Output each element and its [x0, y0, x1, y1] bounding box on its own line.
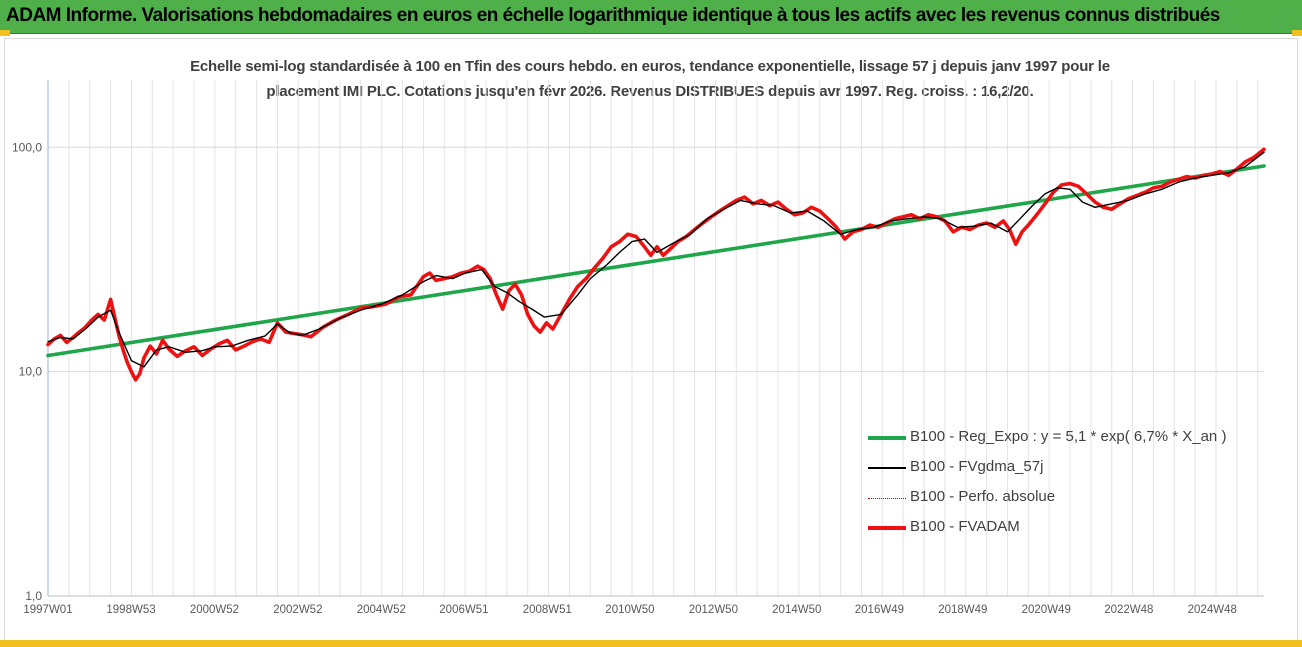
- legend-label-reg-expo: B100 - Reg_Expo : y = 5,1 * exp( 6,7% * …: [910, 428, 1227, 445]
- x-tick-label: 2018W49: [938, 604, 987, 616]
- banner-corner-right: [1292, 30, 1302, 36]
- legend-item-fvadam: B100 - FVADAM: [866, 516, 1266, 546]
- x-tick-label: 2022W48: [1104, 604, 1153, 616]
- legend-item-perfo: B100 - Perfo. absolue: [866, 486, 1266, 516]
- y-tick-label: 100,0: [12, 140, 42, 154]
- x-tick-label: 2006W51: [439, 604, 488, 616]
- x-tick-label: 2012W50: [689, 604, 738, 616]
- chart-series: [46, 147, 1266, 382]
- chart-axes: [47, 80, 1264, 597]
- series-line-0: [46, 164, 1266, 358]
- legend-swatch-perfo: [868, 498, 906, 499]
- banner-corner-left: [0, 30, 10, 36]
- chart-tick-labels: 1,0 10,0 100,0 1997W01 1998W53 2000W52 2002W52…: [12, 140, 1237, 616]
- legend-swatch-reg-expo: [868, 436, 906, 440]
- x-tick-label: 2008W51: [523, 604, 572, 616]
- series-line-3: [46, 147, 1266, 382]
- y-tick-label: 1,0: [25, 589, 42, 603]
- x-tick-label: 2004W52: [357, 604, 406, 616]
- bottom-accent-bar: [0, 640, 1302, 647]
- chart-legend: B100 - Reg_Expo : y = 5,1 * exp( 6,7% * …: [866, 426, 1266, 546]
- legend-item-fvgdma: B100 - FVgdma_57j: [866, 456, 1266, 486]
- x-tick-label: 1998W53: [106, 604, 155, 616]
- chart-subtitle-line-2: placement IMI PLC. Cotations jusqu'en fé…: [266, 83, 1034, 100]
- x-tick-label: 2010W50: [605, 604, 654, 616]
- legend-label-fvgdma: B100 - FVgdma_57j: [910, 458, 1044, 475]
- legend-swatch-fvgdma: [868, 467, 906, 469]
- x-tick-label: 2014W50: [772, 604, 821, 616]
- chart-subtitle: Echelle semi-log standardisée à 100 en T…: [150, 54, 1150, 104]
- legend-label-perfo: B100 - Perfo. absolue: [910, 488, 1056, 505]
- x-tick-label: 2020W49: [1022, 604, 1071, 616]
- title-banner: ADAM Informe. Valorisations hebdomadaire…: [0, 0, 1302, 36]
- banner-title: ADAM Informe. Valorisations hebdomadaire…: [6, 5, 1220, 26]
- x-tick-label: 2016W49: [855, 604, 904, 616]
- legend-swatch-fvadam: [868, 526, 906, 530]
- x-tick-label: 2024W48: [1188, 604, 1237, 616]
- legend-label-fvadam: B100 - FVADAM: [910, 518, 1020, 535]
- y-tick-label: 10,0: [19, 365, 43, 379]
- chart-frame: [4, 38, 1298, 643]
- series-line-1: [47, 151, 1265, 368]
- legend-item-reg-expo: B100 - Reg_Expo : y = 5,1 * exp( 6,7% * …: [866, 426, 1266, 456]
- x-tick-label: 2000W52: [190, 604, 239, 616]
- x-tick-label: 2002W52: [273, 604, 322, 616]
- x-tick-label: 1997W01: [23, 604, 72, 616]
- chart-subtitle-line-1: Echelle semi-log standardisée à 100 en T…: [190, 58, 1110, 75]
